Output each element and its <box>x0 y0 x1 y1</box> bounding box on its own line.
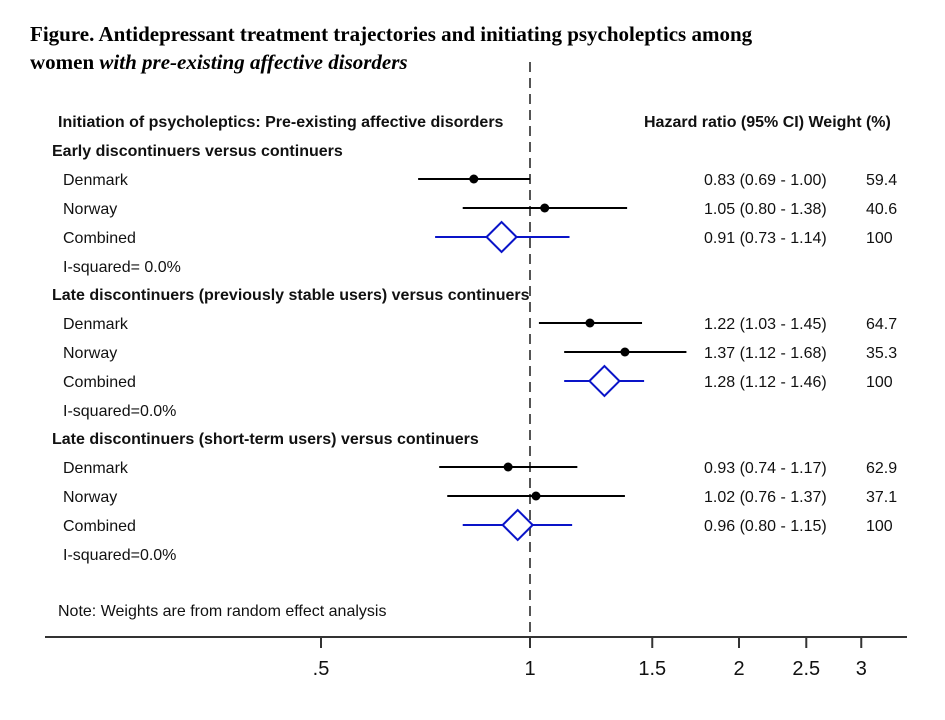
study-estimate-point <box>620 347 630 357</box>
study-estimate-point <box>469 174 479 184</box>
hazard-ratio-ci: 1.37 (1.12 - 1.68) <box>704 345 827 362</box>
footnote: Note: Weights are from random effect ana… <box>58 603 386 620</box>
weight-value: 100 <box>866 374 893 391</box>
x-tick-label: 1 <box>524 658 535 680</box>
heterogeneity-stat: I-squared=0.0% <box>63 547 176 564</box>
row-label: Denmark <box>63 316 129 333</box>
weight-value: 40.6 <box>866 201 897 218</box>
weight-value: 37.1 <box>866 489 897 506</box>
heterogeneity-stat: I-squared= 0.0% <box>63 259 181 276</box>
study-estimate-point <box>540 203 550 213</box>
x-tick-label: 3 <box>856 658 867 680</box>
x-tick-label: 1.5 <box>638 658 666 680</box>
hazard-ratio-ci: 1.28 (1.12 - 1.46) <box>704 374 827 391</box>
weight-value: 100 <box>866 230 893 247</box>
hazard-ratio-ci: 0.83 (0.69 - 1.00) <box>704 172 827 189</box>
combined-estimate-diamond <box>588 364 621 398</box>
weight-value: 35.3 <box>866 345 897 362</box>
weight-value: 62.9 <box>866 460 897 477</box>
hazard-ratio-ci: 1.02 (0.76 - 1.37) <box>704 489 827 506</box>
heterogeneity-stat: I-squared=0.0% <box>63 403 176 420</box>
row-label: Combined <box>63 518 136 535</box>
weight-value: 100 <box>866 518 893 535</box>
group-title: Late discontinuers (previously stable us… <box>52 287 530 304</box>
row-label: Combined <box>63 230 136 247</box>
figure-title: Figure. Antidepressant treatment traject… <box>30 20 910 76</box>
row-label: Norway <box>63 489 117 506</box>
title-line-1: Figure. Antidepressant treatment traject… <box>30 22 753 46</box>
group-title: Late discontinuers (short-term users) ve… <box>52 431 479 448</box>
hazard-ratio-ci: 0.93 (0.74 - 1.17) <box>704 460 827 477</box>
study-estimate-point <box>503 462 513 472</box>
x-tick-label: .5 <box>313 658 330 680</box>
row-label: Denmark <box>63 172 129 189</box>
row-label: Norway <box>63 345 117 362</box>
hazard-ratio-ci: 1.05 (0.80 - 1.38) <box>704 201 827 218</box>
x-tick-label: 2.5 <box>792 658 820 680</box>
title-line-2-italic: with pre-existing affective disorders <box>99 50 408 74</box>
study-estimate-point <box>531 491 541 501</box>
header-left: Initiation of psycholeptics: Pre-existin… <box>58 114 504 131</box>
hazard-ratio-ci: 1.22 (1.03 - 1.45) <box>704 316 827 333</box>
hazard-ratio-ci: 0.96 (0.80 - 1.15) <box>704 518 827 535</box>
x-tick-label: 2 <box>733 658 744 680</box>
title-line-2-prefix: women <box>30 50 100 74</box>
weight-value: 59.4 <box>866 172 897 189</box>
weight-value: 64.7 <box>866 316 897 333</box>
row-label: Norway <box>63 201 117 218</box>
combined-estimate-diamond <box>485 220 518 254</box>
plot-marks: .5 1 1.5 2 2.5 3 Early discontinuers versus co… <box>52 143 897 680</box>
header-right: Hazard ratio (95% CI) Weight (%) <box>644 114 891 131</box>
combined-estimate-diamond <box>501 508 535 542</box>
study-estimate-point <box>585 318 595 328</box>
row-label: Denmark <box>63 460 129 477</box>
hazard-ratio-ci: 0.91 (0.73 - 1.14) <box>704 230 827 247</box>
group-title: Early discontinuers versus continuers <box>52 143 343 160</box>
row-label: Combined <box>63 374 136 391</box>
